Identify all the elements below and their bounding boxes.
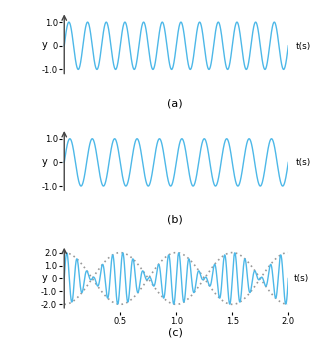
Text: y: y	[42, 273, 47, 283]
Text: t(s): t(s)	[296, 42, 310, 51]
Text: (a): (a)	[167, 98, 183, 108]
Text: (b): (b)	[167, 215, 183, 225]
Text: t(s): t(s)	[294, 274, 309, 283]
Text: y: y	[42, 40, 47, 50]
Text: y: y	[42, 157, 47, 167]
Text: (c): (c)	[168, 327, 183, 337]
Text: t(s): t(s)	[296, 158, 310, 167]
